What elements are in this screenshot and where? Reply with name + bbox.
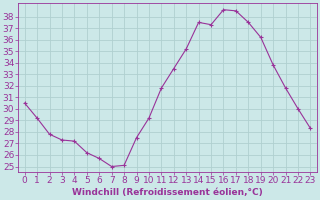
X-axis label: Windchill (Refroidissement éolien,°C): Windchill (Refroidissement éolien,°C) [72,188,263,197]
